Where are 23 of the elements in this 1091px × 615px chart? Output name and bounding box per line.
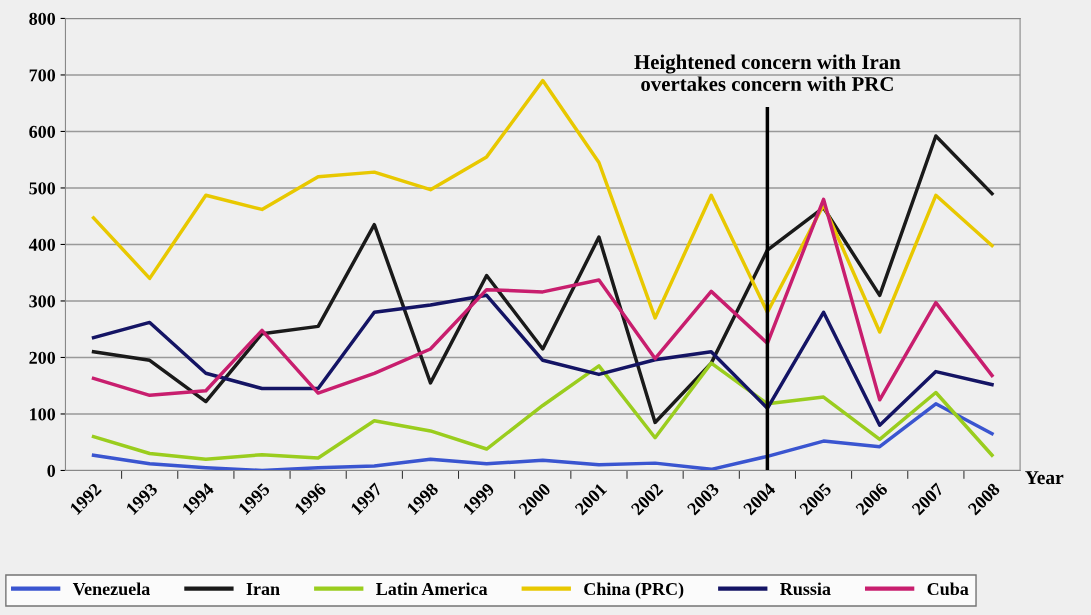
- x-axis-title: Year: [1025, 471, 1064, 485]
- y-tick-label: 300: [29, 295, 56, 308]
- line-series: [91, 361, 994, 461]
- y-tick-label: 0: [47, 464, 56, 477]
- legend-label: Iran: [246, 583, 280, 596]
- y-tick-label: 800: [29, 12, 56, 25]
- legend-label: Latin America: [376, 582, 488, 596]
- line-series: [91, 197, 994, 402]
- line-series: [91, 402, 994, 471]
- y-tick-label: 600: [29, 125, 56, 138]
- legend-label: Venezuela: [72, 582, 150, 596]
- y-tick-label: 100: [30, 408, 56, 421]
- legend-label: China (PRC): [584, 582, 684, 599]
- y-tick-label: 700: [29, 69, 56, 82]
- legend-label: Cuba: [927, 582, 969, 596]
- line-series: [91, 293, 994, 428]
- line-series: [91, 78, 994, 334]
- y-tick-label: 200: [29, 351, 56, 364]
- legend-label: Russia: [780, 582, 831, 596]
- line-series: [91, 134, 994, 425]
- ref-line-label: Heightened concern with Iran overtakes concern with PRC: [634, 54, 901, 92]
- y-tick-label: 400: [28, 238, 56, 251]
- y-tick-label: 500: [29, 182, 56, 195]
